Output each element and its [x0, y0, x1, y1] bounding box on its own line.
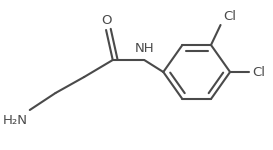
Text: H₂N: H₂N — [3, 114, 28, 127]
Text: O: O — [101, 14, 111, 27]
Text: Cl: Cl — [252, 66, 265, 78]
Text: Cl: Cl — [223, 10, 236, 23]
Text: NH: NH — [134, 42, 154, 55]
